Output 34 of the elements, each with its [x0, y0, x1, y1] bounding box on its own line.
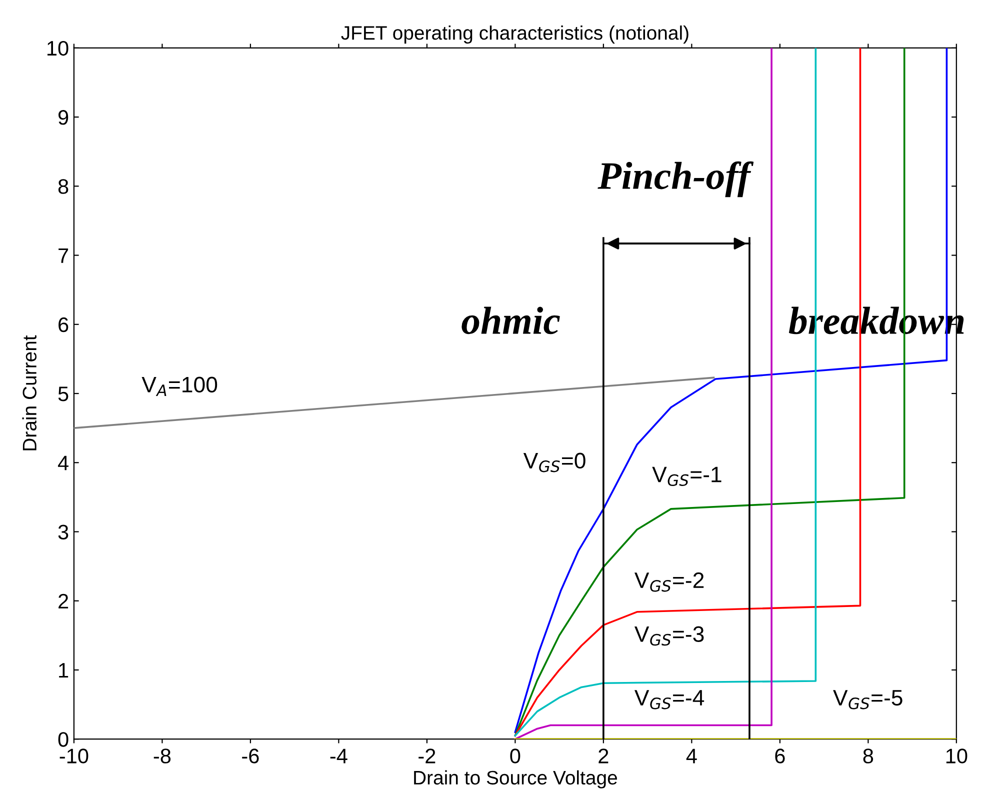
annotation: V$_{GS}$=0 — [523, 452, 586, 472]
annotation: ohmic — [462, 306, 560, 334]
y-tick-label: 0 — [58, 732, 68, 747]
chart-title: JFET operating characteristics (notional) — [341, 26, 688, 44]
annotation: V$_{GS}$=-5 — [833, 690, 902, 710]
x-tick-label: -8 — [154, 748, 171, 764]
y-tick-label: 8 — [58, 179, 68, 194]
annotation: V$_{GS}$=-1 — [652, 466, 722, 486]
annotation: V$_{A}$=100 — [142, 376, 218, 396]
y-tick-label: 9 — [58, 110, 68, 125]
annotation: V$_{GS}$=-3 — [634, 626, 704, 646]
y-axis-title: Drain Current — [22, 335, 37, 450]
x-tick-label: 4 — [686, 748, 697, 764]
y-tick-label: 4 — [58, 456, 68, 470]
x-tick-label: 6 — [775, 748, 785, 764]
y-tick-label: 3 — [58, 524, 68, 540]
x-tick-label: -2 — [418, 748, 436, 764]
y-tick-label: 10 — [48, 40, 68, 56]
y-tick-label: 1 — [59, 663, 68, 678]
x-tick-label: -4 — [330, 748, 348, 764]
x-tick-label: 0 — [510, 748, 520, 764]
annotation: V$_{GS}$=-2 — [634, 572, 704, 592]
y-tick-label: 6 — [58, 317, 68, 332]
annotation: Pinch-off — [598, 161, 754, 198]
y-tick-label: 2 — [58, 594, 68, 608]
x-tick-label: -6 — [242, 748, 259, 764]
x-tick-label: -10 — [60, 748, 88, 764]
x-tick-label: 10 — [946, 748, 968, 764]
x-tick-label: 8 — [863, 748, 874, 764]
annotation: V$_{GS}$=-4 — [634, 690, 704, 710]
x-axis-title: Drain to Source Voltage — [414, 770, 618, 788]
y-tick-label: 7 — [58, 248, 68, 263]
x-tick-label: 2 — [598, 748, 608, 764]
y-tick-label: 5 — [58, 386, 68, 402]
